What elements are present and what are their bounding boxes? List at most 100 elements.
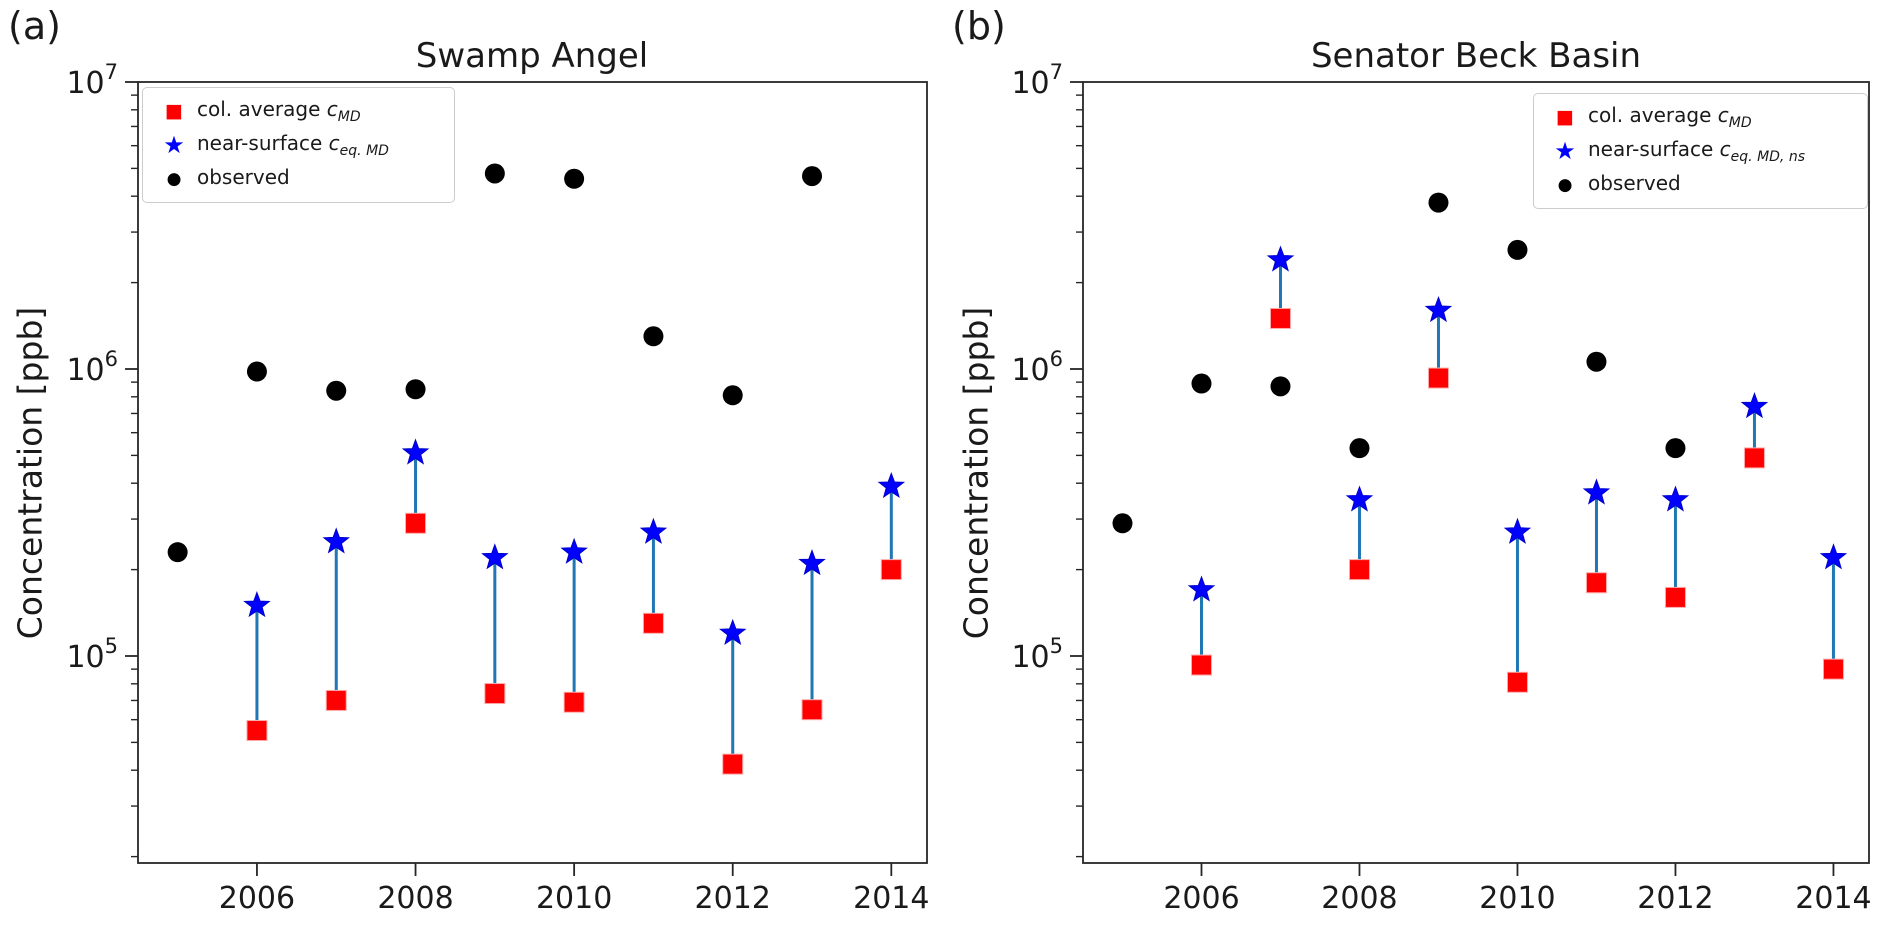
x-tick-label: 2008 [1321,881,1397,916]
connector-lines [255,452,893,765]
observed-marker [564,168,585,189]
col-average-marker [246,720,268,742]
col-average-marker [1506,671,1528,693]
observed-marker [326,380,347,401]
col-average-marker [405,512,427,534]
legend-label: near-surface ceq. MD, ns [1588,137,1805,165]
x-tick-label: 2014 [853,881,929,916]
x-tick-label: 2012 [695,881,771,916]
legend-label: col. average cMD [1588,103,1752,131]
x-tick-label: 2010 [1479,881,1555,916]
near-surface-marker [1424,295,1453,323]
panel-a-title: Swamp Angel [415,36,649,76]
near-surface-marker [322,527,350,554]
col-average-marker [1743,447,1765,469]
y-axis: 105 106 107 [66,60,138,858]
near-surface-marker [1582,478,1611,505]
legend-row-col-average: ■ col. average cMD [151,94,442,128]
y-tick-label: 106 [1011,347,1063,388]
series-col-average [1190,307,1844,693]
legend-label: observed [197,165,290,189]
series-near-surface [243,438,906,645]
panel-a-ylabel: Concentration [ppb] [10,306,50,640]
y-tick-label: 106 [66,347,118,388]
col-average-marker [1427,367,1449,389]
col-average-marker [1664,586,1686,608]
series-near-surface [1187,245,1848,602]
observed-marker [1507,239,1528,260]
col-average-marker [880,559,902,581]
observed-marker [246,361,267,382]
x-tick-label: 2012 [1637,881,1713,916]
legend-row-observed: ● observed [151,162,442,196]
near-surface-marker [243,591,271,618]
observed-marker [167,542,188,563]
legend-label: observed [1588,171,1681,195]
col-average-marker [1348,559,1370,581]
legend-row-col-average: ■ col. average cMD [1542,100,1855,134]
panel-a-letter: (a) [8,4,61,48]
series-observed [167,163,823,563]
observed-marker [1349,438,1370,459]
col-average-marker [325,689,347,711]
x-tick-label: 2010 [536,881,612,916]
x-axis: 2006 2008 2010 2012 2014 [1163,863,1872,916]
series-observed [1112,192,1686,534]
square-marker-icon: ■ [1556,105,1574,128]
observed-marker [802,166,823,187]
star-marker-icon: ★ [163,131,185,159]
col-average-marker [563,691,585,713]
panel-a: 2006 2008 2010 2012 2014 105 106 107 [66,60,929,916]
col-average-marker [801,699,823,721]
near-surface-marker [560,537,588,564]
near-surface-marker [1266,245,1295,272]
square-marker-icon: ■ [165,99,183,122]
y-tick-label: 107 [1011,60,1063,101]
panel-b-title: Senator Beck Basin [1310,36,1642,76]
x-axis: 2006 2008 2010 2012 2014 [219,863,929,916]
near-surface-marker [481,543,509,570]
col-average-marker [642,612,664,634]
near-surface-marker [1819,543,1848,570]
legend-label: near-surface ceq. MD [197,131,389,159]
circle-marker-icon: ● [166,168,182,189]
series-col-average [246,512,902,775]
near-surface-marker [1740,392,1769,419]
near-surface-marker [639,517,668,544]
observed-marker [484,163,505,184]
near-surface-marker [877,471,906,499]
panel-b: 2006 2008 2010 2012 2014 105 106 107 [1011,60,1871,916]
legend-row-observed: ● observed [1542,168,1855,202]
col-average-marker [1190,654,1212,676]
x-tick-label: 2008 [377,881,453,916]
legend-row-near-surface: ★ near-surface ceq. MD [151,128,442,162]
star-marker-icon: ★ [1554,137,1576,165]
col-average-marker [1822,658,1844,680]
x-tick-label: 2014 [1795,881,1871,916]
near-surface-marker [798,549,826,576]
near-surface-marker [1187,575,1216,602]
near-surface-marker [1503,517,1532,544]
col-average-marker [1585,572,1607,594]
y-tick-label: 107 [66,60,118,101]
near-surface-marker [719,618,747,645]
col-average-marker [722,753,744,775]
near-surface-marker [1661,485,1690,512]
near-surface-marker [401,438,430,465]
observed-marker [722,385,743,406]
col-average-marker [1269,307,1291,329]
connector-lines [1199,259,1835,683]
observed-marker [1270,376,1291,397]
y-tick-label: 105 [1011,634,1063,675]
observed-marker [1112,513,1133,534]
y-tick-label: 105 [66,634,118,675]
panel-b-ylabel: Concentration [ppb] [956,306,996,640]
circle-marker-icon: ● [1557,174,1573,195]
y-axis: 105 106 107 [1011,60,1083,858]
plot-frame [1082,81,1870,864]
observed-marker [1191,373,1212,394]
observed-marker [405,379,426,400]
x-tick-label: 2006 [219,881,295,916]
observed-marker [1586,351,1607,372]
